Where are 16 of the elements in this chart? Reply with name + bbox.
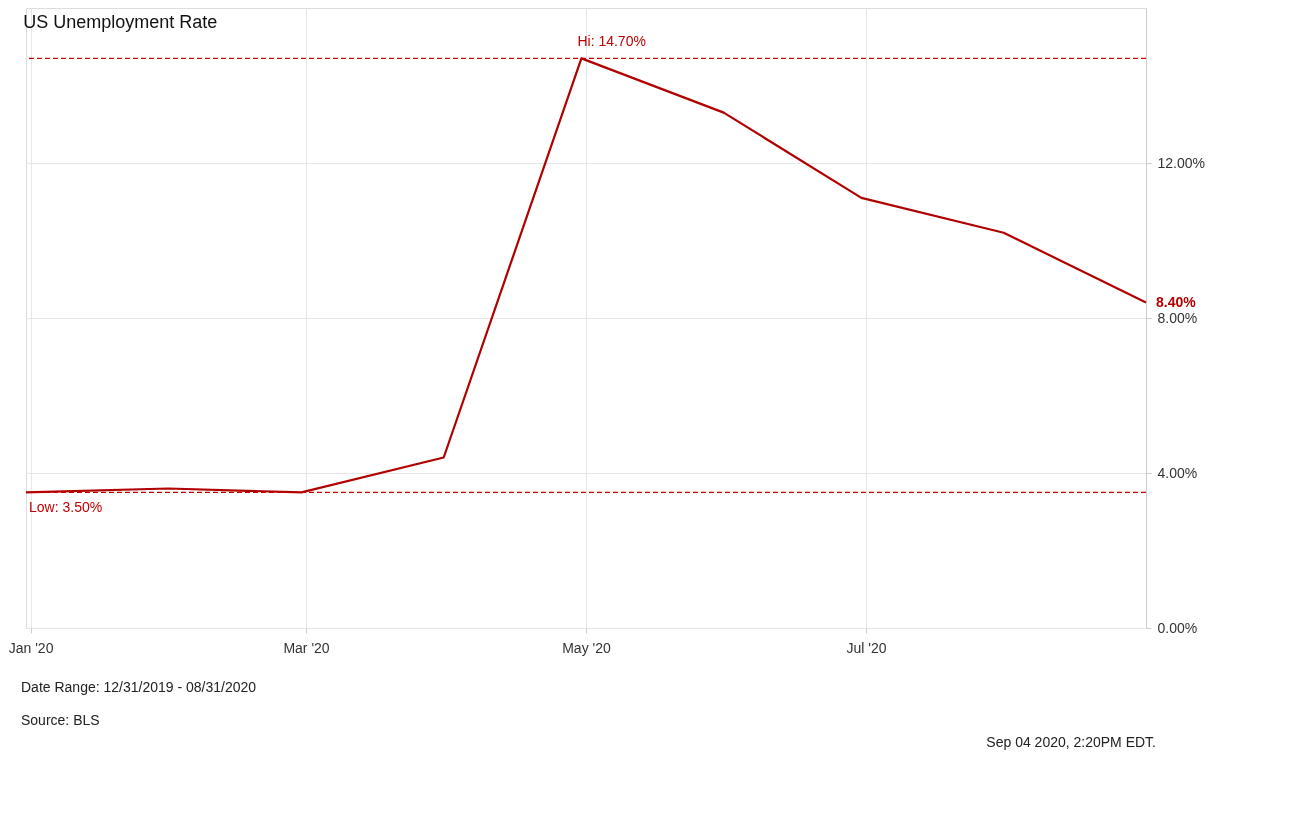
text: Sep 04 2020, 2:20PM EDT. [986, 734, 1156, 750]
x-tick-label: Jul '20 [846, 639, 887, 656]
y-tick-label: 12.00% [1157, 154, 1205, 171]
text: Date Range: 12/31/2019 - 08/31/2020 [21, 679, 257, 695]
y-tick-label: 8.00% [1157, 309, 1198, 326]
x-tick-label: May '20 [562, 639, 611, 656]
data-label: 8.40% [1156, 293, 1197, 310]
y-tick-label: 0.00% [1157, 619, 1198, 636]
y-tick-label: 4.00% [1157, 464, 1198, 481]
x-tick-label: Mar '20 [283, 639, 330, 656]
annotation: Low: 3.50% [29, 499, 103, 516]
source-note: Source: BLS [21, 712, 100, 728]
x-tick-label: Jan '20 [8, 639, 54, 656]
annotation: Hi: 14.70% [577, 33, 646, 50]
line-series [24, 57, 1148, 494]
chart-title: US Unemployment Rate [23, 12, 218, 32]
